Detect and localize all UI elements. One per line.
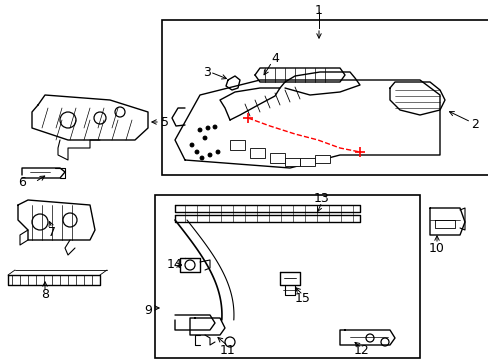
Bar bbox=[314, 155, 329, 163]
Text: 1: 1 bbox=[314, 4, 322, 17]
Text: 8: 8 bbox=[41, 288, 49, 302]
Circle shape bbox=[203, 136, 206, 140]
Circle shape bbox=[195, 150, 199, 154]
Text: 5: 5 bbox=[161, 117, 169, 130]
Text: 15: 15 bbox=[294, 292, 310, 305]
Circle shape bbox=[216, 150, 219, 154]
Bar bbox=[285, 158, 299, 166]
Text: 9: 9 bbox=[144, 303, 152, 316]
Text: 13: 13 bbox=[313, 192, 329, 204]
Text: 3: 3 bbox=[203, 66, 210, 78]
Text: 2: 2 bbox=[470, 117, 478, 130]
Circle shape bbox=[200, 156, 203, 160]
Circle shape bbox=[213, 125, 216, 129]
Text: 12: 12 bbox=[353, 343, 369, 356]
Circle shape bbox=[190, 143, 193, 147]
Circle shape bbox=[206, 126, 209, 130]
Bar bbox=[299, 158, 314, 166]
Circle shape bbox=[198, 128, 202, 132]
Circle shape bbox=[208, 153, 211, 157]
Text: 14: 14 bbox=[167, 258, 183, 271]
Bar bbox=[162, 20, 488, 175]
Bar bbox=[249, 148, 264, 158]
Bar bbox=[229, 140, 244, 150]
Text: 4: 4 bbox=[270, 51, 278, 64]
Text: 11: 11 bbox=[220, 343, 235, 356]
Bar bbox=[269, 153, 285, 163]
Text: 10: 10 bbox=[428, 242, 444, 255]
Text: 7: 7 bbox=[48, 225, 56, 238]
Bar bbox=[155, 195, 419, 358]
Text: 6: 6 bbox=[18, 176, 26, 189]
